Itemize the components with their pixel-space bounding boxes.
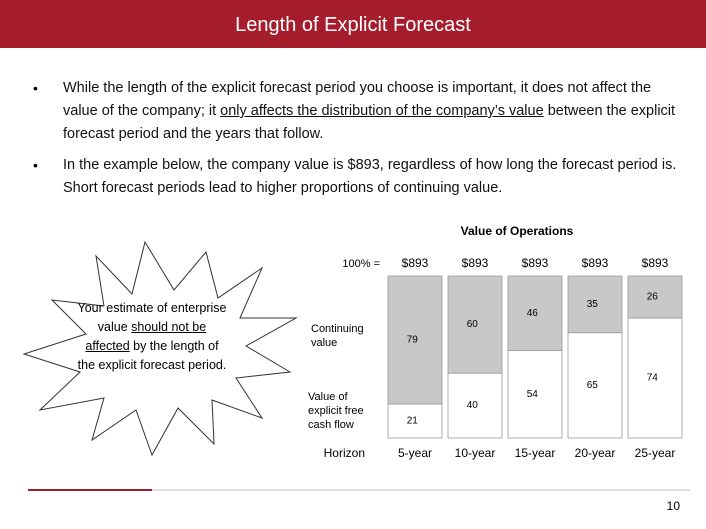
total-label: $893	[462, 256, 489, 270]
value-label: 79	[407, 335, 419, 346]
bullet-text: While the length of the explicit forecas…	[63, 77, 688, 146]
value-label: 54	[527, 389, 539, 400]
series-label: Value of explicit free cash flow	[308, 391, 364, 431]
bar-segment	[507, 275, 563, 351]
bar-segment	[447, 275, 503, 374]
value-label: 60	[467, 319, 479, 330]
chart-title: Value of Operations	[461, 224, 574, 238]
value-label: 74	[647, 373, 659, 384]
callout-text: Your estimate of enterprise value should…	[76, 299, 228, 375]
value-label: 35	[587, 299, 599, 310]
callout-star	[22, 240, 298, 457]
x-tick-label: 15-year	[515, 446, 556, 460]
series-label: Continuing value	[311, 323, 364, 349]
page-number: 10	[666, 499, 680, 513]
bar-segment	[567, 332, 623, 439]
value-label: 26	[647, 292, 659, 303]
underlined-text: should not be affected	[85, 320, 207, 353]
text: between the explicit forecast period and…	[63, 103, 676, 142]
slide-title: Length of Explicit Forecast	[235, 14, 471, 36]
text: In the example below, the company value …	[63, 157, 677, 196]
bullet-dot: •	[33, 157, 38, 173]
total-label: 100% =	[342, 258, 380, 270]
text: Your estimate of enterprise value	[77, 301, 227, 334]
total-label: $893	[402, 256, 429, 270]
bar-segment	[627, 275, 683, 319]
value-label: 40	[467, 400, 479, 411]
x-tick-label: 10-year	[455, 446, 496, 460]
x-tick-label: 5-year	[398, 446, 432, 460]
x-axis-label: Horizon	[324, 446, 365, 460]
bar-segment	[507, 350, 563, 439]
text: by the length of the explicit forecast p…	[77, 339, 227, 372]
bullet-dot: •	[33, 80, 38, 96]
value-label: 65	[587, 380, 599, 391]
title-bar	[0, 0, 706, 48]
bar-segment	[447, 372, 503, 439]
bar-segment	[627, 317, 683, 439]
total-label: $893	[642, 256, 669, 270]
underlined-text: only affects the distribution of the com…	[220, 103, 544, 119]
text: While the length of the explicit forecas…	[63, 80, 652, 119]
bar-segment	[387, 275, 443, 405]
total-label: $893	[522, 256, 549, 270]
bar-segment	[387, 403, 443, 439]
value-label: 21	[407, 416, 419, 427]
x-tick-label: 25-year	[635, 446, 676, 460]
bar-segment	[567, 275, 623, 334]
value-label: 46	[527, 308, 539, 319]
bullet-text: In the example below, the company value …	[63, 154, 688, 200]
total-label: $893	[582, 256, 609, 270]
x-tick-label: 20-year	[575, 446, 616, 460]
